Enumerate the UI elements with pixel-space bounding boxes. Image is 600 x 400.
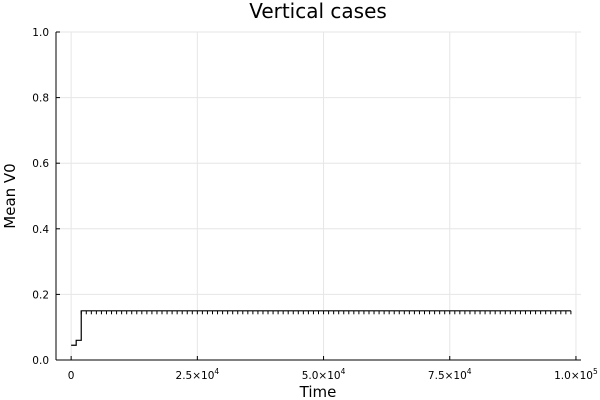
y-axis-label: Mean V0 — [1, 163, 19, 228]
y-tick-label: 0.0 — [32, 355, 49, 367]
x-tick-exponent: 4 — [341, 367, 346, 376]
series-line — [71, 310, 571, 346]
x-tick-mantissa: 5.0×10 — [302, 370, 341, 382]
x-tick-exponent: 4 — [214, 367, 219, 376]
chart-title: Vertical cases — [249, 0, 387, 23]
x-tick-label: 0 — [68, 370, 75, 382]
x-tick-label: 1.0×105 — [554, 367, 598, 382]
y-tick-label: 0.4 — [32, 224, 49, 236]
x-tick-mantissa: 0 — [68, 370, 75, 382]
y-tick-label: 0.2 — [32, 289, 49, 301]
y-tick-label: 0.6 — [32, 158, 49, 170]
y-tick-label: 0.8 — [32, 93, 49, 105]
x-tick-label: 7.5×104 — [428, 367, 472, 382]
x-tick-exponent: 4 — [467, 367, 472, 376]
x-axis-label: Time — [299, 383, 337, 400]
axes — [55, 32, 581, 361]
x-tick-label: 5.0×104 — [302, 367, 346, 382]
x-tick-mantissa: 1.0×10 — [554, 370, 593, 382]
x-tick-exponent: 5 — [593, 367, 598, 376]
x-tick-mantissa: 2.5×10 — [176, 370, 215, 382]
ticks: 0 2.5×104 5.0×104 7.5×104 1.0×1050.00.20.40.… — [32, 27, 598, 382]
y-tick-label: 1.0 — [32, 27, 49, 39]
x-tick-label: 2.5×104 — [176, 367, 220, 382]
x-tick-mantissa: 7.5×10 — [428, 370, 467, 382]
plot-area — [71, 310, 572, 346]
